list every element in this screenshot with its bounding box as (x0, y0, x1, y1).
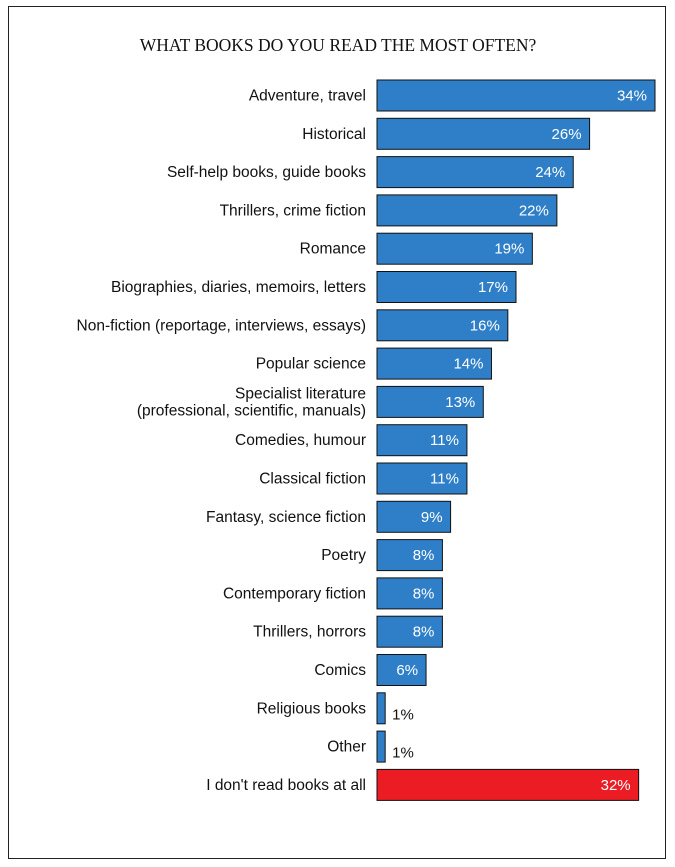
category-label-9: Comedies, humour (235, 432, 366, 449)
value-label-3: 22% (519, 202, 549, 219)
category-label-18: I don't read books at all (206, 777, 366, 794)
category-label-4: Romance (300, 241, 366, 258)
value-label-2: 24% (535, 164, 565, 181)
category-label-1: Historical (302, 126, 366, 143)
bar-8 (376, 385, 484, 418)
bar-7 (376, 347, 492, 380)
category-label-11: Fantasy, science fiction (206, 509, 366, 526)
bar-11 (376, 500, 452, 533)
category-label-12: Poetry (321, 547, 366, 564)
bar-6 (376, 309, 509, 342)
category-label-15: Comics (314, 662, 366, 679)
value-label-7: 14% (453, 356, 483, 373)
bar-17 (376, 730, 386, 763)
category-label-0: Adventure, travel (249, 88, 366, 105)
value-label-15: 6% (396, 662, 418, 679)
category-label-2: Self-help books, guide books (167, 164, 366, 181)
chart-frame: WHAT BOOKS DO YOU READ THE MOST OFTEN? A… (8, 6, 666, 859)
bar-2 (376, 156, 574, 189)
value-label-17: 1% (392, 745, 414, 762)
value-label-9: 11% (430, 432, 459, 449)
value-label-18: 32% (601, 777, 631, 794)
category-label-17: Other (327, 739, 366, 756)
value-label-11: 9% (421, 509, 443, 526)
category-label-10: Classical fiction (259, 471, 366, 488)
category-label-7: Popular science (256, 356, 366, 373)
value-label-13: 8% (413, 585, 435, 602)
bar-0 (376, 79, 656, 112)
bar-10 (376, 462, 468, 495)
value-label-10: 11% (430, 471, 459, 488)
bar-13 (376, 577, 443, 610)
value-label-6: 16% (470, 317, 500, 334)
bars-group: Adventure, travel 34% Historical 26% Self-he… (77, 79, 656, 801)
bar-5 (376, 271, 517, 303)
bar-12 (376, 539, 443, 572)
bar-3 (376, 194, 558, 227)
category-label-16: Religious books (257, 700, 367, 717)
category-label-5: Biographies, diaries, memoirs, letters (111, 279, 366, 296)
bar-16 (376, 692, 386, 725)
value-label-8: 13% (445, 394, 475, 411)
value-label-0: 34% (617, 88, 647, 105)
bar-4 (376, 232, 533, 265)
bar-9 (376, 424, 468, 457)
chart-title: WHAT BOOKS DO YOU READ THE MOST OFTEN? (140, 35, 537, 55)
category-label-13: Contemporary fiction (223, 585, 366, 602)
value-label-1: 26% (552, 126, 582, 143)
category-label-14: Thrillers, horrors (253, 624, 366, 641)
value-label-16: 1% (392, 706, 414, 723)
category-label-6: Non-fiction (reportage, interviews, essa… (77, 317, 366, 334)
bar-14 (376, 615, 443, 648)
value-label-12: 8% (413, 547, 435, 564)
bar-15 (376, 654, 427, 686)
bar-18 (376, 768, 640, 801)
bar-1 (376, 117, 591, 150)
value-label-4: 19% (494, 241, 524, 258)
value-label-5: 17% (478, 279, 508, 296)
category-label-3: Thrillers, crime fiction (220, 202, 366, 219)
bar-chart: WHAT BOOKS DO YOU READ THE MOST OFTEN? A… (77, 35, 656, 801)
category-label-8: Specialist literature (professional, scie… (137, 385, 366, 419)
value-label-14: 8% (413, 624, 435, 641)
